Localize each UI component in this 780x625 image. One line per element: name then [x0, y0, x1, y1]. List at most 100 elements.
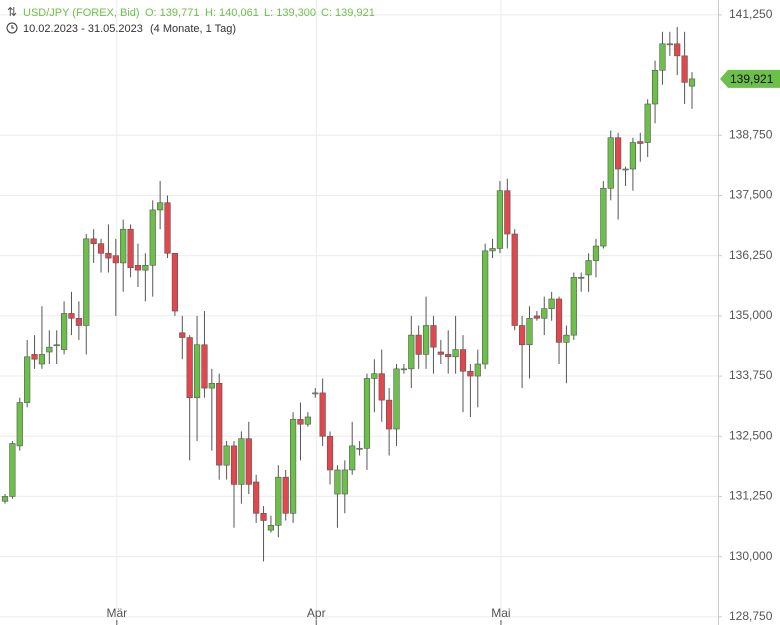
- candle-body: [60, 313, 68, 350]
- candle-body: [629, 142, 637, 170]
- candle-body: [349, 445, 356, 471]
- candle-body: [68, 313, 75, 319]
- candle-body: [674, 43, 681, 57]
- candle-body: [216, 382, 223, 466]
- candle-body: [459, 349, 467, 372]
- candle-body: [16, 402, 23, 447]
- candle-body: [179, 332, 186, 338]
- candle-body: [223, 445, 230, 466]
- period: (4 Monate, 1 Tag): [150, 23, 236, 35]
- candle-body: [437, 351, 444, 355]
- candle-body: [112, 255, 119, 264]
- candle-body: [585, 260, 592, 276]
- candle-body: [97, 243, 105, 254]
- candle-body: [600, 187, 607, 247]
- candle-body: [253, 481, 260, 514]
- candle-body: [120, 228, 127, 264]
- candle-body: [304, 416, 311, 425]
- x-tick-label: Mär: [106, 606, 127, 620]
- candle-body: [400, 368, 408, 371]
- candle-body: [334, 469, 341, 495]
- candle-body: [504, 190, 511, 235]
- date-range: 10.02.2023 - 31.05.2023: [23, 23, 143, 35]
- candle-body: [511, 233, 518, 326]
- y-tick-label: 141,250: [729, 7, 773, 21]
- candle-body: [452, 349, 459, 358]
- candle-body: [363, 378, 371, 449]
- candle-body: [578, 277, 585, 279]
- y-tick-label: 132,500: [729, 428, 773, 442]
- candle-body: [570, 277, 577, 336]
- candle-body: [297, 419, 304, 425]
- candle-body: [622, 168, 629, 171]
- candle-body: [496, 190, 504, 249]
- candle-body: [24, 356, 31, 403]
- y-tick-label: 135,000: [729, 308, 773, 322]
- candle-body: [659, 43, 666, 71]
- candle-body: [201, 344, 208, 389]
- candle-body: [164, 202, 171, 254]
- candle-body: [430, 325, 437, 348]
- candle-body: [149, 209, 156, 266]
- candle-body: [474, 363, 481, 377]
- y-tick-label: 137,500: [729, 188, 773, 202]
- candle-body: [548, 298, 555, 309]
- candle-body: [555, 298, 563, 343]
- price-tag: [720, 69, 780, 88]
- candle-body: [142, 265, 149, 271]
- candle-body: [267, 525, 275, 531]
- candle-body: [378, 373, 385, 401]
- candle-body: [157, 202, 164, 211]
- candle-body: [186, 337, 193, 399]
- candle-body: [230, 445, 238, 485]
- candle-body: [533, 315, 540, 319]
- candle-body: [289, 419, 297, 514]
- ohlc-info: C: 139,921: [321, 7, 375, 19]
- candle-body: [275, 476, 282, 526]
- candle-body: [1, 496, 9, 502]
- header: ⇅ USD/JPY (FOREX, Bid) O: 139,771 H: 140…: [6, 5, 375, 35]
- candle-body: [393, 368, 400, 430]
- candle-body: [53, 344, 60, 347]
- candle-body: [489, 248, 496, 252]
- chart-title: USD/JPY (FOREX, Bid): [23, 7, 140, 19]
- x-tick-label: Apr: [307, 606, 326, 620]
- price-tag-label: 139,921: [730, 72, 774, 86]
- candle-body: [482, 250, 489, 365]
- candle-body: [260, 512, 267, 521]
- candle-body: [127, 228, 134, 269]
- candle-body: [31, 354, 38, 360]
- y-tick-label: 138,750: [729, 127, 773, 141]
- candle-body: [245, 438, 252, 485]
- y-tick-label: 136,250: [729, 248, 773, 262]
- candle-body: [371, 373, 378, 379]
- y-tick-label: 130,000: [729, 549, 773, 563]
- candle-body: [408, 334, 415, 370]
- candle-body: [282, 476, 289, 514]
- candle-body: [134, 265, 142, 271]
- candle-body: [467, 370, 474, 377]
- candle-body: [171, 252, 179, 312]
- candle-body: [238, 438, 245, 485]
- candle-body: [75, 317, 82, 326]
- candle-body: [415, 334, 422, 355]
- candle-body: [422, 325, 430, 355]
- candle-body: [607, 137, 614, 189]
- y-tick-label: 128,750: [729, 609, 773, 623]
- candle-body: [615, 137, 622, 170]
- ohlc-info: H: 140,061: [205, 7, 259, 19]
- candle-body: [105, 252, 112, 259]
- x-tick-label: Mai: [491, 606, 510, 620]
- candle-body: [563, 334, 570, 343]
- y-tick-label: 131,250: [729, 489, 773, 503]
- candle-body: [46, 346, 53, 353]
- y-tick-label: 133,750: [729, 368, 773, 382]
- candle-body: [90, 238, 97, 244]
- clock-icon: [6, 22, 18, 34]
- candle-body: [637, 141, 644, 144]
- candle-body: [526, 317, 533, 346]
- candle-body: [666, 43, 673, 46]
- candle-body: [9, 443, 16, 497]
- candle-body: [319, 392, 326, 437]
